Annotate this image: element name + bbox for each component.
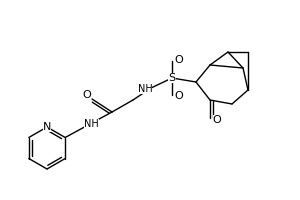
Text: O: O	[175, 55, 183, 65]
Text: O: O	[213, 115, 221, 125]
Text: NH: NH	[84, 119, 99, 129]
Text: O: O	[82, 90, 91, 100]
Text: NH: NH	[138, 84, 152, 94]
Text: N: N	[43, 122, 51, 132]
Text: S: S	[168, 73, 175, 83]
Text: O: O	[175, 91, 183, 101]
